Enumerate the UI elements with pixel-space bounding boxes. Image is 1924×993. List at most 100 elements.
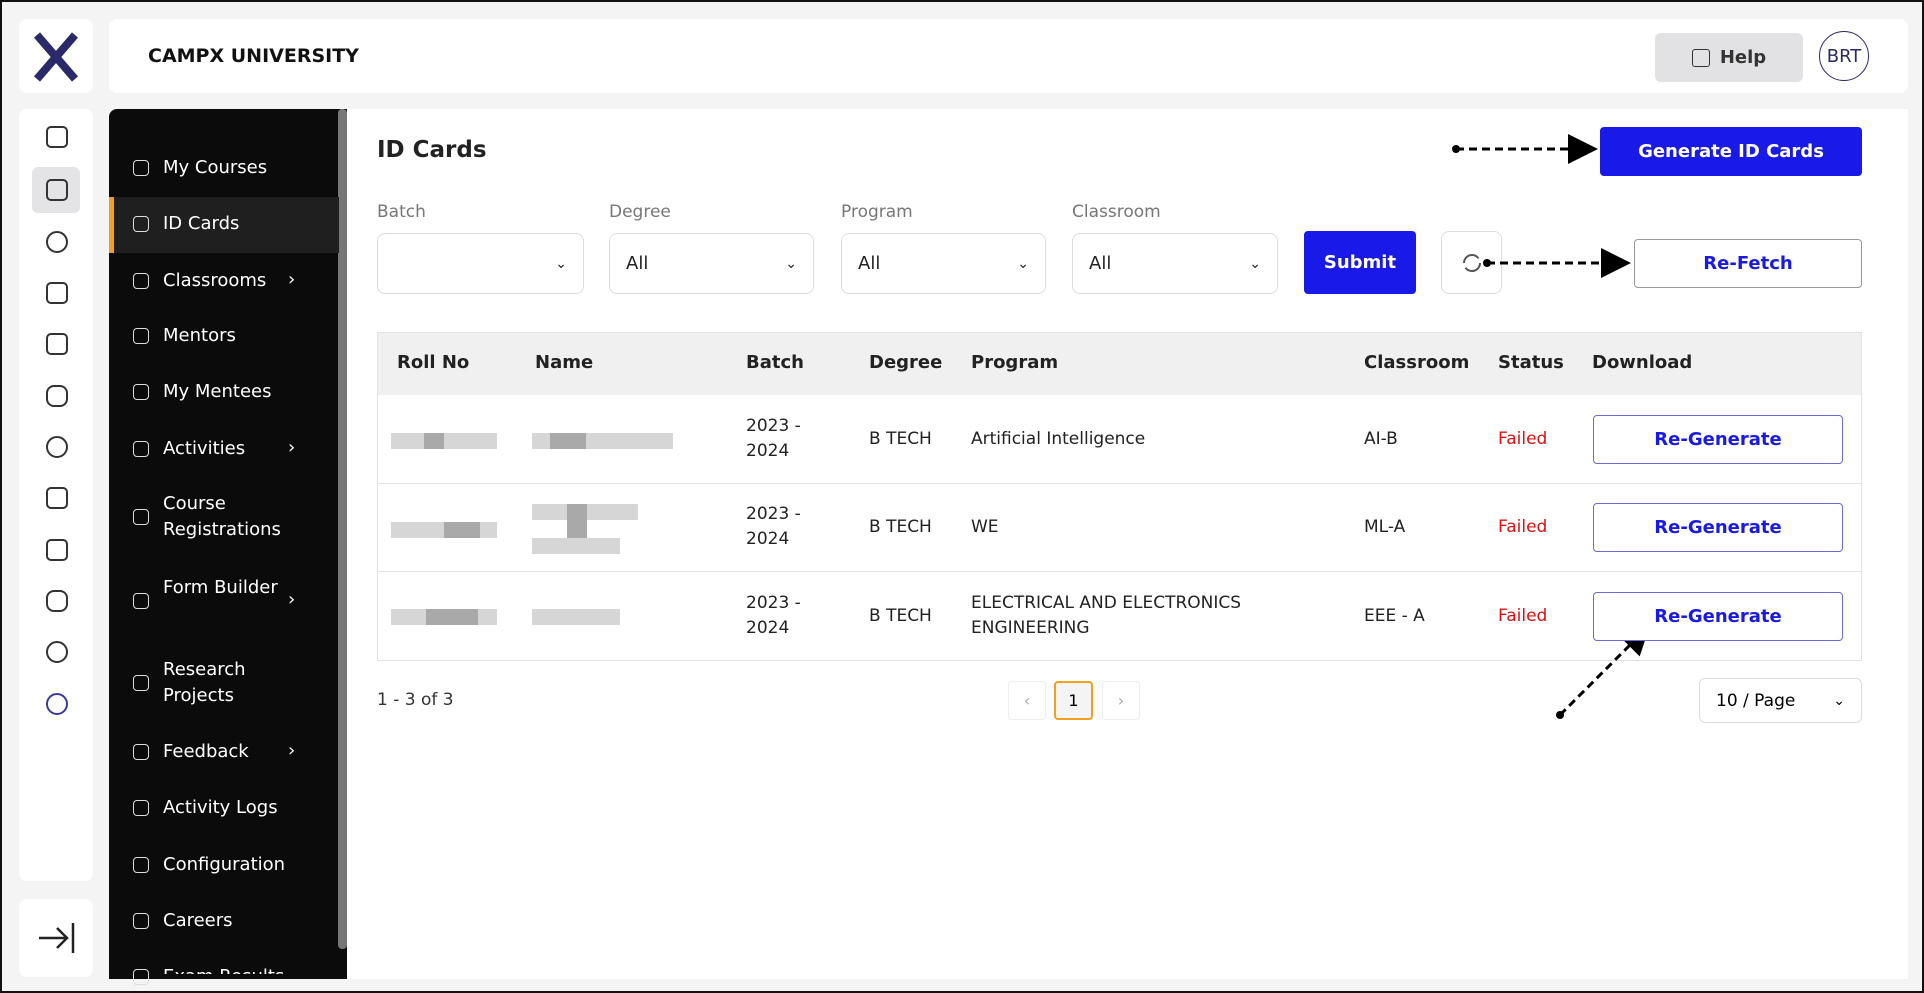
nav-item[interactable]: Research Projects <box>163 659 246 706</box>
status-cell: Failed <box>1498 606 1548 626</box>
nav-item[interactable]: My Courses <box>163 157 268 178</box>
rail-icon[interactable] <box>46 436 68 458</box>
rail-icon[interactable] <box>46 282 68 304</box>
submit-button[interactable]: Submit <box>1304 231 1416 294</box>
help-label: Help <box>1719 47 1767 68</box>
nav-icon <box>133 857 149 873</box>
degree-cell: B TECH <box>869 429 932 449</box>
rail-icon[interactable] <box>46 231 68 253</box>
program-cell: WE <box>971 517 999 537</box>
column-header: Roll No <box>397 352 470 373</box>
filter-select[interactable]: ⌄ <box>377 233 584 294</box>
nav-icon <box>133 675 149 691</box>
rail-icon[interactable] <box>46 333 68 355</box>
avatar[interactable]: BRT <box>1819 31 1869 81</box>
chevron: ⌄ <box>785 255 797 272</box>
filter-value: All <box>858 253 881 274</box>
rail-icon[interactable] <box>46 385 68 407</box>
filter-label: Classroom <box>1072 202 1161 222</box>
nav-item[interactable]: Mentors <box>163 325 236 346</box>
degree-cell: B TECH <box>869 606 932 626</box>
table-header <box>378 333 1861 395</box>
regenerate-button[interactable]: Re-Generate <box>1593 503 1843 552</box>
filter-label: Batch <box>377 202 426 222</box>
filter-value: All <box>1089 253 1112 274</box>
rail-icon[interactable] <box>46 641 68 663</box>
column-header: Name <box>535 352 594 373</box>
chevron: ⌄ <box>555 255 567 272</box>
table <box>377 332 1862 661</box>
status-cell: Failed <box>1498 517 1548 537</box>
regenerate-button[interactable]: Re-Generate <box>1593 415 1843 464</box>
rail-icon[interactable] <box>46 590 68 612</box>
current-page[interactable]: 1 <box>1054 681 1093 720</box>
column-header: Batch <box>746 352 804 373</box>
filter-value: All <box>626 253 649 274</box>
column-header: Degree <box>869 352 943 373</box>
rail-icon[interactable] <box>46 487 68 509</box>
nav-icon <box>133 216 149 232</box>
classroom-cell: EEE - A <box>1364 606 1425 626</box>
logo-box <box>19 19 93 93</box>
nav-item[interactable]: Exam Results <box>163 964 333 974</box>
rail-icon[interactable] <box>46 126 68 148</box>
logout-box[interactable] <box>19 899 93 977</box>
nav-icon <box>133 509 149 525</box>
program-cell: ELECTRICAL AND ELECTRONICS ENGINEERING <box>971 593 1242 638</box>
help-icon <box>1691 48 1710 67</box>
nav-item[interactable]: Course Registrations <box>163 493 281 540</box>
nav-icon <box>133 441 149 457</box>
chevron: ⌄ <box>1833 692 1845 709</box>
nav-item[interactable]: Activities <box>163 438 246 459</box>
prev-page[interactable]: ‹ <box>1008 681 1046 720</box>
pagination-summary: 1 - 3 of 3 <box>377 690 454 710</box>
column-header: Classroom <box>1364 352 1470 373</box>
icon-rail <box>19 109 93 881</box>
rail-icon[interactable] <box>46 693 68 715</box>
refresh-icon <box>1463 254 1481 272</box>
arrow-dot <box>1483 259 1491 267</box>
blurred-text <box>426 609 478 625</box>
blurred-text <box>391 433 497 449</box>
rail-icon[interactable] <box>46 539 68 561</box>
nav-item[interactable]: Configuration <box>163 854 286 875</box>
next-page[interactable]: › <box>1102 681 1140 720</box>
degree-cell: B TECH <box>869 517 932 537</box>
per-page-select[interactable]: 10 / Page ⌄ <box>1699 678 1862 723</box>
nav-icon <box>133 593 149 609</box>
chevron: › <box>288 589 296 610</box>
rail-icon[interactable] <box>46 179 68 201</box>
nav-icon <box>133 969 149 985</box>
nav-item[interactable]: Activity Logs <box>163 797 278 818</box>
blurred-text <box>532 609 620 625</box>
nav-icon <box>133 384 149 400</box>
logo <box>33 32 79 82</box>
nav-item[interactable]: Classrooms <box>163 270 267 291</box>
nav-item[interactable]: My Mentees <box>163 381 272 402</box>
column-header: Program <box>971 352 1059 373</box>
filter-select[interactable]: All ⌄ <box>841 233 1046 294</box>
rail-active <box>32 167 80 213</box>
blurred-text <box>444 522 480 538</box>
generate-button[interactable]: Generate ID Cards <box>1600 127 1862 176</box>
nav-icon <box>133 273 149 289</box>
arrow-dot <box>1452 145 1460 153</box>
nav-item[interactable]: Feedback <box>163 741 249 762</box>
regenerate-button[interactable]: Re-Generate <box>1593 592 1843 641</box>
nav-item[interactable]: ID Cards <box>163 213 240 234</box>
nav-item[interactable]: Careers <box>163 910 233 931</box>
blurred-text <box>550 433 586 449</box>
chevron: › <box>288 740 296 761</box>
help-button[interactable]: Help <box>1655 33 1803 82</box>
header: CAMPX UNIVERSITY Help BRT <box>109 19 1908 93</box>
per-page-label: 10 / Page <box>1716 690 1796 711</box>
nav-icon <box>133 160 149 176</box>
brand: CAMPX UNIVERSITY <box>148 45 359 67</box>
filter-select[interactable]: All ⌄ <box>609 233 814 294</box>
filter-select[interactable]: All ⌄ <box>1072 233 1278 294</box>
nav-item[interactable]: Form Builder <box>163 577 278 598</box>
refetch-button[interactable]: Re-Fetch <box>1634 239 1862 288</box>
filter-label: Degree <box>609 202 671 222</box>
